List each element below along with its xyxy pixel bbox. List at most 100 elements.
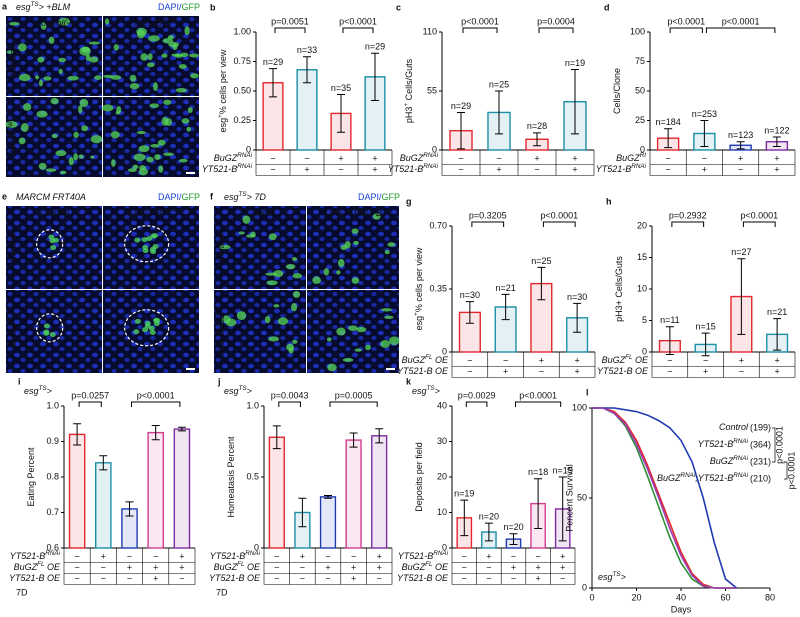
image-title: esgTS> 7D [224,191,266,202]
gfp-cell [94,75,102,80]
comparison-bracket [78,401,102,407]
superscript: RNAi [237,152,252,159]
micrograph [307,290,399,373]
error-bar [337,94,345,133]
gfp-cell [5,120,18,129]
n-label: n=30 [460,290,480,300]
image-title: MARCM FRT40A [16,192,86,202]
gfp-cell [292,291,301,298]
panel-letter: j [217,376,221,386]
superscript: TS [427,385,436,392]
condition-sign: + [535,562,540,572]
condition-sign: − [74,573,79,583]
bar [371,435,388,549]
superscript: RNAi [162,17,177,24]
condition-sign: + [503,366,508,376]
gfp-cell [348,325,358,331]
superscript: FL [425,561,433,568]
condition-sign: + [377,551,382,561]
gfp-cell [172,43,178,51]
gfp-cell [288,346,294,354]
condition-sign: + [702,164,707,174]
condition-sign: + [351,562,356,572]
n-label: n=28 [527,121,547,131]
label-part: % cells per view [218,49,228,114]
label-part: BuGZ [710,456,734,466]
gfp-cell [43,329,50,335]
p-value: p<0.0001 [540,210,578,220]
superscript: RNAi [423,152,438,159]
error-bar [501,293,510,321]
condition-sign: − [738,164,743,174]
gfp-cell [189,53,200,58]
condition-label: BuGZRNAi [214,152,253,163]
gfp-cell [340,244,348,251]
condition-label: YT521-BRNAi [210,550,261,561]
condition-label: BuGZFL OE [14,561,61,572]
gfp-cell [90,155,95,159]
gfp-cell [127,168,137,173]
x-tick-label: 40 [676,592,686,602]
superscript: RNAi [733,455,748,462]
superscript: RNAi [7,118,14,133]
condition-label: BuGZRI [616,152,646,163]
condition-sign: + [179,551,184,561]
y-tick-label: 10 [437,507,447,517]
y-axis-label: esg+% cells per view [217,49,228,132]
gfp-cell [268,336,280,342]
y-axis-label: pH3+ Cells/Guts [403,58,414,123]
condition-sign: + [351,573,356,583]
comparison-bracket [465,401,488,407]
label-part: YT521-B [388,164,424,174]
label-part: YT521-B OE [597,366,649,376]
error-bar [700,120,709,147]
legend-count: (231) [750,456,771,466]
condition-label: YT521-BRNAi [596,163,647,174]
gfp-cell [336,327,346,336]
y-axis-label: pH3+ Cells/Guts [614,256,624,322]
panel-letter: b [210,2,216,12]
gfp-cell [356,326,367,333]
superscript: + [403,103,410,107]
column-label: YT521-BRNAi [126,17,177,28]
survival-curve [592,407,737,589]
gfp-cell [36,110,48,118]
gfp-cell [277,317,289,325]
comparison-bracket [705,27,776,33]
y-tick-label: 0 [640,144,645,154]
label-part: BuGZ [8,133,18,157]
gfp-cell [133,153,146,162]
label-part: > 7D [247,192,267,202]
n-label: n=25 [489,79,509,89]
gfp-cell [181,118,190,124]
y-tick-label: 0.70 [429,220,447,230]
p-value: p=0.0005 [335,390,373,400]
y-tick-label: 0.50 [233,85,251,95]
superscript: + [217,114,224,118]
survival-curve [592,407,737,589]
superscript: RNAi [162,207,177,214]
label-part: YT521-B OE [9,573,61,583]
y-tick-label: 0 [442,346,447,356]
error-bar [736,141,745,150]
y-tick-label: 0 [442,542,447,552]
gfp-cell [273,270,284,278]
superscript: RNAi [245,550,260,557]
label-part: +BLM [44,2,71,12]
y-tick-label: 0.25 [233,115,251,125]
condition-sign: − [153,551,158,561]
comparison-bracket [329,401,378,407]
gfp-cell [273,304,280,308]
gfp-cell [88,56,99,63]
panel-letter: l [586,387,589,397]
bar [95,462,112,549]
condition-sign: − [351,551,356,561]
condition-sign: + [304,164,309,174]
bar [147,431,164,549]
panel-letter: h [606,196,612,206]
condition-label: YT521-BRNAi [202,163,253,174]
y-tick-label: 0 [246,144,251,154]
panel-letter: k [406,376,412,386]
error-bar [509,533,518,545]
